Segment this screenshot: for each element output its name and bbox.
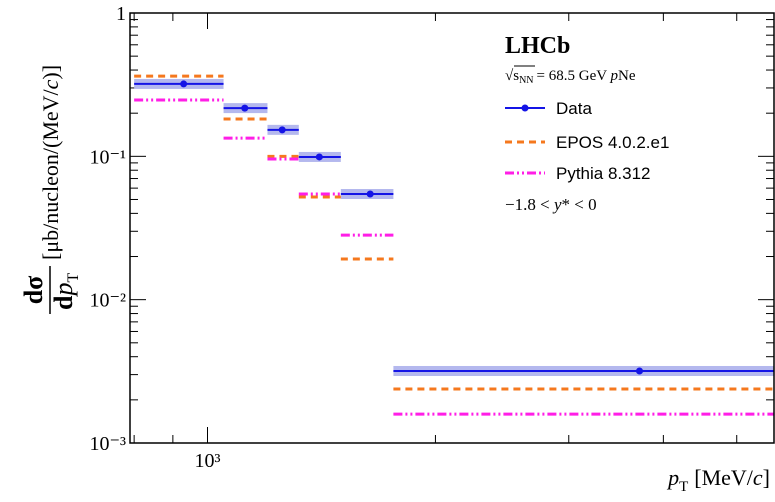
data-point (278, 126, 286, 134)
x-tick-label: 10³ (195, 450, 221, 472)
y-tick-label: 10⁻² (89, 290, 126, 312)
data-point (180, 80, 188, 88)
y-tick-label: 10⁻³ (89, 433, 126, 455)
y-tick-label: 10⁻¹ (89, 146, 126, 168)
energy-label: √sNN = 68.5 GeV pNe (505, 68, 636, 86)
y-label-numerator: dσ (19, 276, 48, 305)
y-axis-label: dσ dpT [μb/nucleon/(MeV/c)] (19, 65, 82, 314)
data-point (366, 190, 374, 198)
experiment-label: LHCb (505, 33, 570, 59)
data-point (635, 367, 643, 375)
data-point (241, 104, 249, 112)
data-point (315, 153, 323, 161)
plot-frame (129, 12, 775, 444)
y-tick-label: 1 (116, 3, 126, 25)
legend-label: EPOS 4.0.2.e1 (556, 133, 669, 152)
y-label-denominator: dpT (49, 273, 82, 310)
rapidity-range: −1.8 < y* < 0 (505, 195, 597, 214)
y-label-units: [μb/nucleon/(MeV/c)] (38, 65, 63, 260)
legend-label: Pythia 8.312 (556, 164, 651, 183)
x-axis-label: pT [MeV/c] (666, 465, 770, 495)
legend-swatch (521, 104, 529, 112)
legend-label: Data (556, 99, 592, 118)
